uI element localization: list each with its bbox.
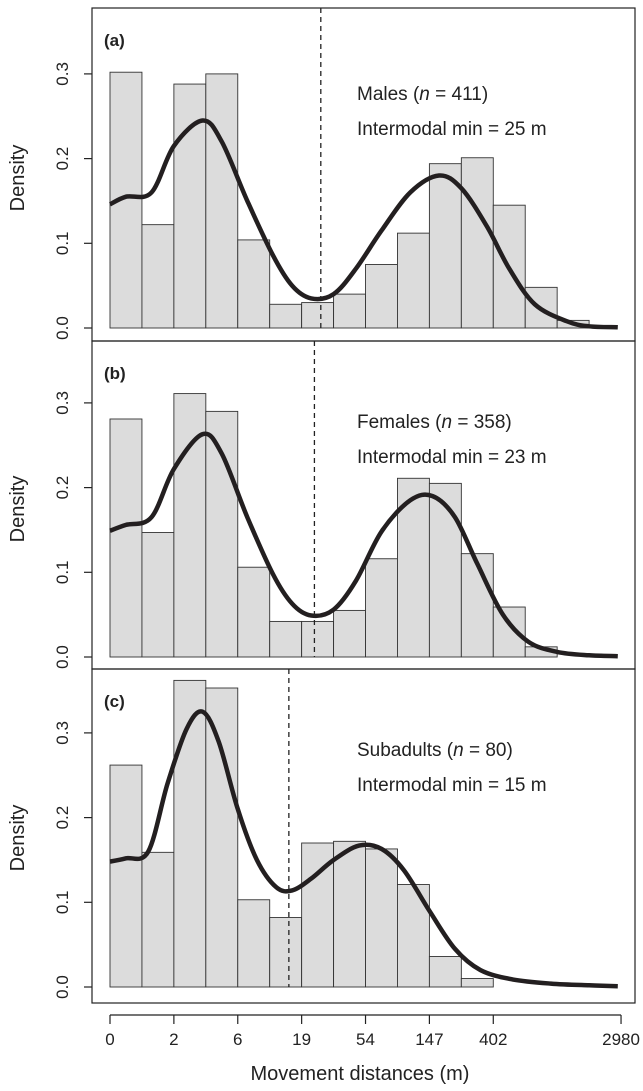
- group-annotation: Males (n = 411): [357, 84, 488, 105]
- y-tick-label: 0.3: [53, 391, 72, 415]
- y-tick-label: 0.0: [53, 645, 72, 669]
- intermodal-min-annotation: Intermodal min = 15 m: [357, 775, 547, 796]
- y-tick-label: 0.0: [53, 316, 72, 340]
- y-tick-label: 0.1: [53, 890, 72, 914]
- y-tick-label: 0.3: [53, 721, 72, 745]
- x-tick-label: 402: [479, 1030, 507, 1049]
- y-tick-label: 0.2: [53, 476, 72, 500]
- histogram-bar: [429, 957, 461, 987]
- y-axis-title: Density: [7, 145, 29, 212]
- group-annotation: Subadults (n = 80): [357, 740, 513, 761]
- x-tick-label: 6: [233, 1030, 242, 1049]
- x-tick-label: 2: [169, 1030, 178, 1049]
- panel-males: 0.0 0.1 0.2 0.3 Density (a) Males (n = 411) Int…: [7, 8, 635, 341]
- y-tick-label: 0.0: [53, 975, 72, 999]
- histogram-bar: [429, 483, 461, 657]
- histogram-bar: [270, 918, 302, 987]
- y-axis-title: Density: [7, 805, 29, 872]
- panel-label: (b): [104, 364, 126, 383]
- x-axis-title: Movement distances (m): [251, 1063, 470, 1085]
- histogram-bar: [461, 979, 493, 987]
- histogram-bar: [397, 233, 429, 328]
- histogram-bar: [334, 841, 366, 987]
- x-tick-label: 19: [292, 1030, 311, 1049]
- histogram-bar: [238, 567, 270, 657]
- histogram-bar: [493, 607, 525, 657]
- intermodal-min-annotation: Intermodal min = 25 m: [357, 119, 547, 140]
- y-tick-label: 0.1: [53, 560, 72, 584]
- x-tick-label: 54: [356, 1030, 375, 1049]
- y-tick-label: 0.1: [53, 231, 72, 255]
- histogram-bar: [334, 294, 366, 328]
- histogram-bar: [206, 688, 238, 987]
- group-annotation: Females (n = 358): [357, 412, 512, 433]
- histogram-bar: [110, 419, 142, 657]
- histogram-bar: [302, 621, 334, 657]
- histogram-bar: [334, 610, 366, 657]
- histogram-bar: [142, 225, 174, 328]
- histogram-bar: [461, 158, 493, 328]
- panel-subadults: 0.0 0.1 0.2 0.3 Density (c) Subadults (n = 80)…: [7, 669, 635, 1003]
- histogram-bar: [366, 559, 398, 657]
- histogram-bar: [142, 532, 174, 657]
- histogram-bar: [461, 554, 493, 657]
- panel-label: (c): [104, 692, 125, 711]
- y-tick-label: 0.2: [53, 806, 72, 830]
- x-tick-label: 0: [105, 1030, 114, 1049]
- histogram-bar: [302, 303, 334, 328]
- histogram-bar: [142, 852, 174, 987]
- histogram-bar: [366, 264, 398, 328]
- histogram-bar: [238, 240, 270, 328]
- panel-females: 0.0 0.1 0.2 0.3 Density (b) Females (n = 358) I…: [7, 341, 635, 669]
- panel-label: (a): [104, 31, 125, 50]
- panels-layer: 0.0 0.1 0.2 0.3 Density (a) Males (n = 411) Int…: [7, 8, 635, 1003]
- histogram-bar: [238, 900, 270, 987]
- histogram-bar: [206, 74, 238, 328]
- histogram-bar: [110, 765, 142, 987]
- histogram-bar: [206, 411, 238, 657]
- y-tick-label: 0.2: [53, 147, 72, 171]
- intermodal-min-annotation: Intermodal min = 23 m: [357, 447, 547, 468]
- histogram-bar: [366, 849, 398, 987]
- y-axis-title: Density: [7, 476, 29, 543]
- x-tick-label: 2980: [602, 1030, 640, 1049]
- histogram-bar: [429, 164, 461, 328]
- y-tick-label: 0.3: [53, 62, 72, 86]
- histogram-bar: [270, 304, 302, 328]
- histogram-bar: [270, 621, 302, 657]
- x-tick-label: 147: [415, 1030, 443, 1049]
- x-axis: 0 2 6 19 54 147 402 2980: [105, 1015, 640, 1049]
